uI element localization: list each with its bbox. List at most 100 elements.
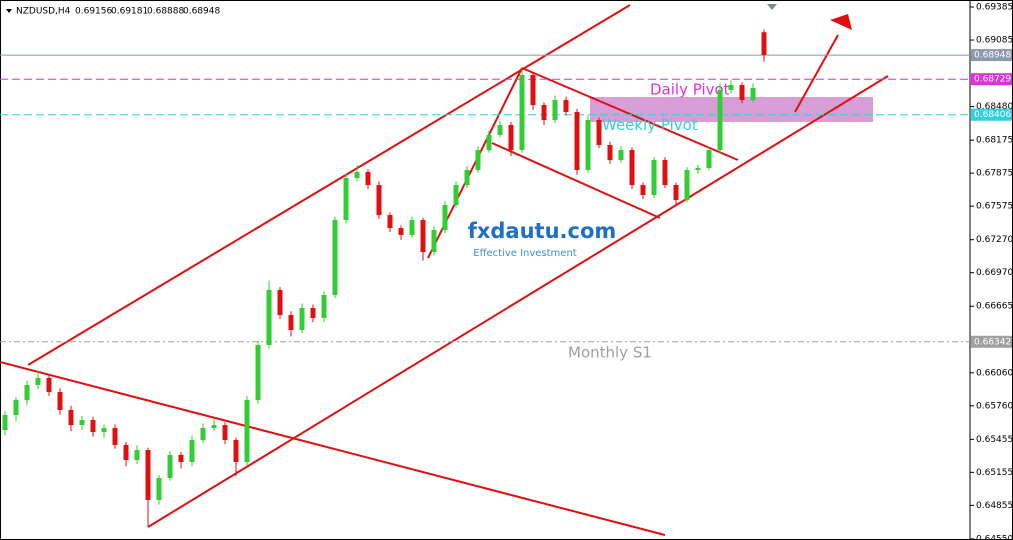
candle-body	[112, 428, 118, 445]
candle-body	[178, 454, 184, 463]
price-badge	[971, 335, 1012, 348]
price-badge	[971, 108, 1012, 121]
arrow-shaft	[794, 34, 839, 113]
candle-body	[222, 425, 228, 441]
candle-body	[101, 428, 107, 432]
y-tick-label: 0.65455	[976, 435, 1013, 445]
header-ohlc: 0.69156	[75, 7, 112, 17]
level-name: Daily Pivot	[650, 81, 730, 99]
candle-body	[156, 477, 162, 500]
y-tick-label: 0.64550	[976, 534, 1013, 540]
candle-body	[277, 289, 283, 316]
candle-body	[310, 308, 316, 319]
candle-body	[563, 99, 569, 112]
candle-body	[750, 88, 756, 100]
price-badge	[971, 49, 1012, 62]
candle-body	[596, 120, 602, 145]
price-badge-label: 0.66342	[974, 337, 1011, 347]
candle-body	[68, 409, 74, 426]
candle-body	[629, 150, 635, 186]
y-tick-label: 0.68175	[976, 136, 1013, 146]
arrow-head	[830, 14, 852, 30]
candle-body	[684, 169, 690, 200]
channel-lower	[147, 75, 889, 528]
y-tick-label: 0.65155	[976, 468, 1013, 478]
header-ohlc: 0.68948	[183, 7, 220, 17]
candle-body	[354, 172, 360, 178]
channel-upper	[27, 4, 631, 366]
candle-body	[585, 120, 591, 170]
candle-body	[288, 315, 294, 331]
candle-body	[475, 150, 481, 170]
level-name: Monthly S1	[568, 343, 652, 361]
candle-body	[90, 419, 96, 432]
candle-body	[376, 185, 382, 216]
candle-body	[365, 172, 371, 186]
candle-body	[387, 215, 393, 229]
candle-body	[299, 308, 305, 331]
y-tick-label: 0.67575	[976, 202, 1013, 212]
candle-body	[574, 111, 580, 170]
y-tick-label: 0.69385	[976, 3, 1013, 13]
y-tick-label: 0.67875	[976, 169, 1013, 179]
candle-body	[332, 220, 338, 296]
candle-body	[343, 177, 349, 221]
candle-body	[431, 230, 437, 253]
candle-body	[607, 144, 613, 161]
candle-body	[266, 289, 272, 345]
candle-body	[486, 134, 492, 151]
price-badge-label: 0.68729	[974, 75, 1011, 85]
candle-body	[189, 440, 195, 463]
candle-body	[233, 440, 239, 463]
candle-body	[739, 85, 745, 100]
candle-body	[420, 220, 426, 253]
candle-body	[24, 385, 30, 400]
candle-body	[398, 228, 404, 235]
candle-body	[13, 399, 19, 416]
price-badge-label: 0.68948	[974, 51, 1011, 61]
symbol: NZDUSD,H4	[16, 7, 71, 17]
candle-body	[519, 75, 525, 151]
candle-body	[167, 454, 173, 478]
candle-body	[200, 428, 206, 441]
candle-body	[706, 150, 712, 168]
candle-body	[640, 185, 646, 196]
candle-body	[651, 160, 657, 196]
y-tick-label: 0.65760	[976, 401, 1013, 411]
candle-body	[35, 377, 41, 386]
y-tick-label: 0.66060	[976, 368, 1013, 378]
y-tick-label: 0.64855	[976, 501, 1013, 511]
candle-body	[761, 32, 767, 56]
candle-body	[673, 185, 679, 200]
candle-body	[321, 295, 327, 319]
y-tick-label: 0.67270	[976, 235, 1013, 245]
candle-body	[453, 185, 459, 206]
candle-body	[123, 444, 129, 461]
descending-line	[0, 361, 666, 536]
candle-body	[134, 450, 140, 461]
candle-body	[79, 419, 85, 426]
header-ohlc: 0.69181	[111, 7, 148, 17]
watermark-subtitle: Effective Investment	[473, 248, 577, 259]
menu-arrow	[6, 9, 12, 13]
candle-body	[541, 105, 547, 121]
y-tick-label: 0.69085	[976, 36, 1013, 46]
price-badge-label: 0.68406	[974, 110, 1011, 120]
flag-upper	[521, 67, 739, 161]
trend-lines	[0, 4, 889, 536]
level-name: Weekly Pivot	[602, 116, 698, 134]
candle-body	[717, 89, 723, 151]
candle-body	[695, 167, 701, 170]
candle-body	[530, 75, 536, 106]
candle-body	[145, 450, 151, 500]
candle-body	[211, 425, 217, 429]
candle-body	[57, 392, 63, 410]
candle-body	[2, 415, 8, 430]
flag-lower	[491, 142, 661, 219]
candle-body	[46, 377, 52, 393]
candle-body	[244, 399, 250, 463]
shift-marker	[767, 4, 777, 10]
